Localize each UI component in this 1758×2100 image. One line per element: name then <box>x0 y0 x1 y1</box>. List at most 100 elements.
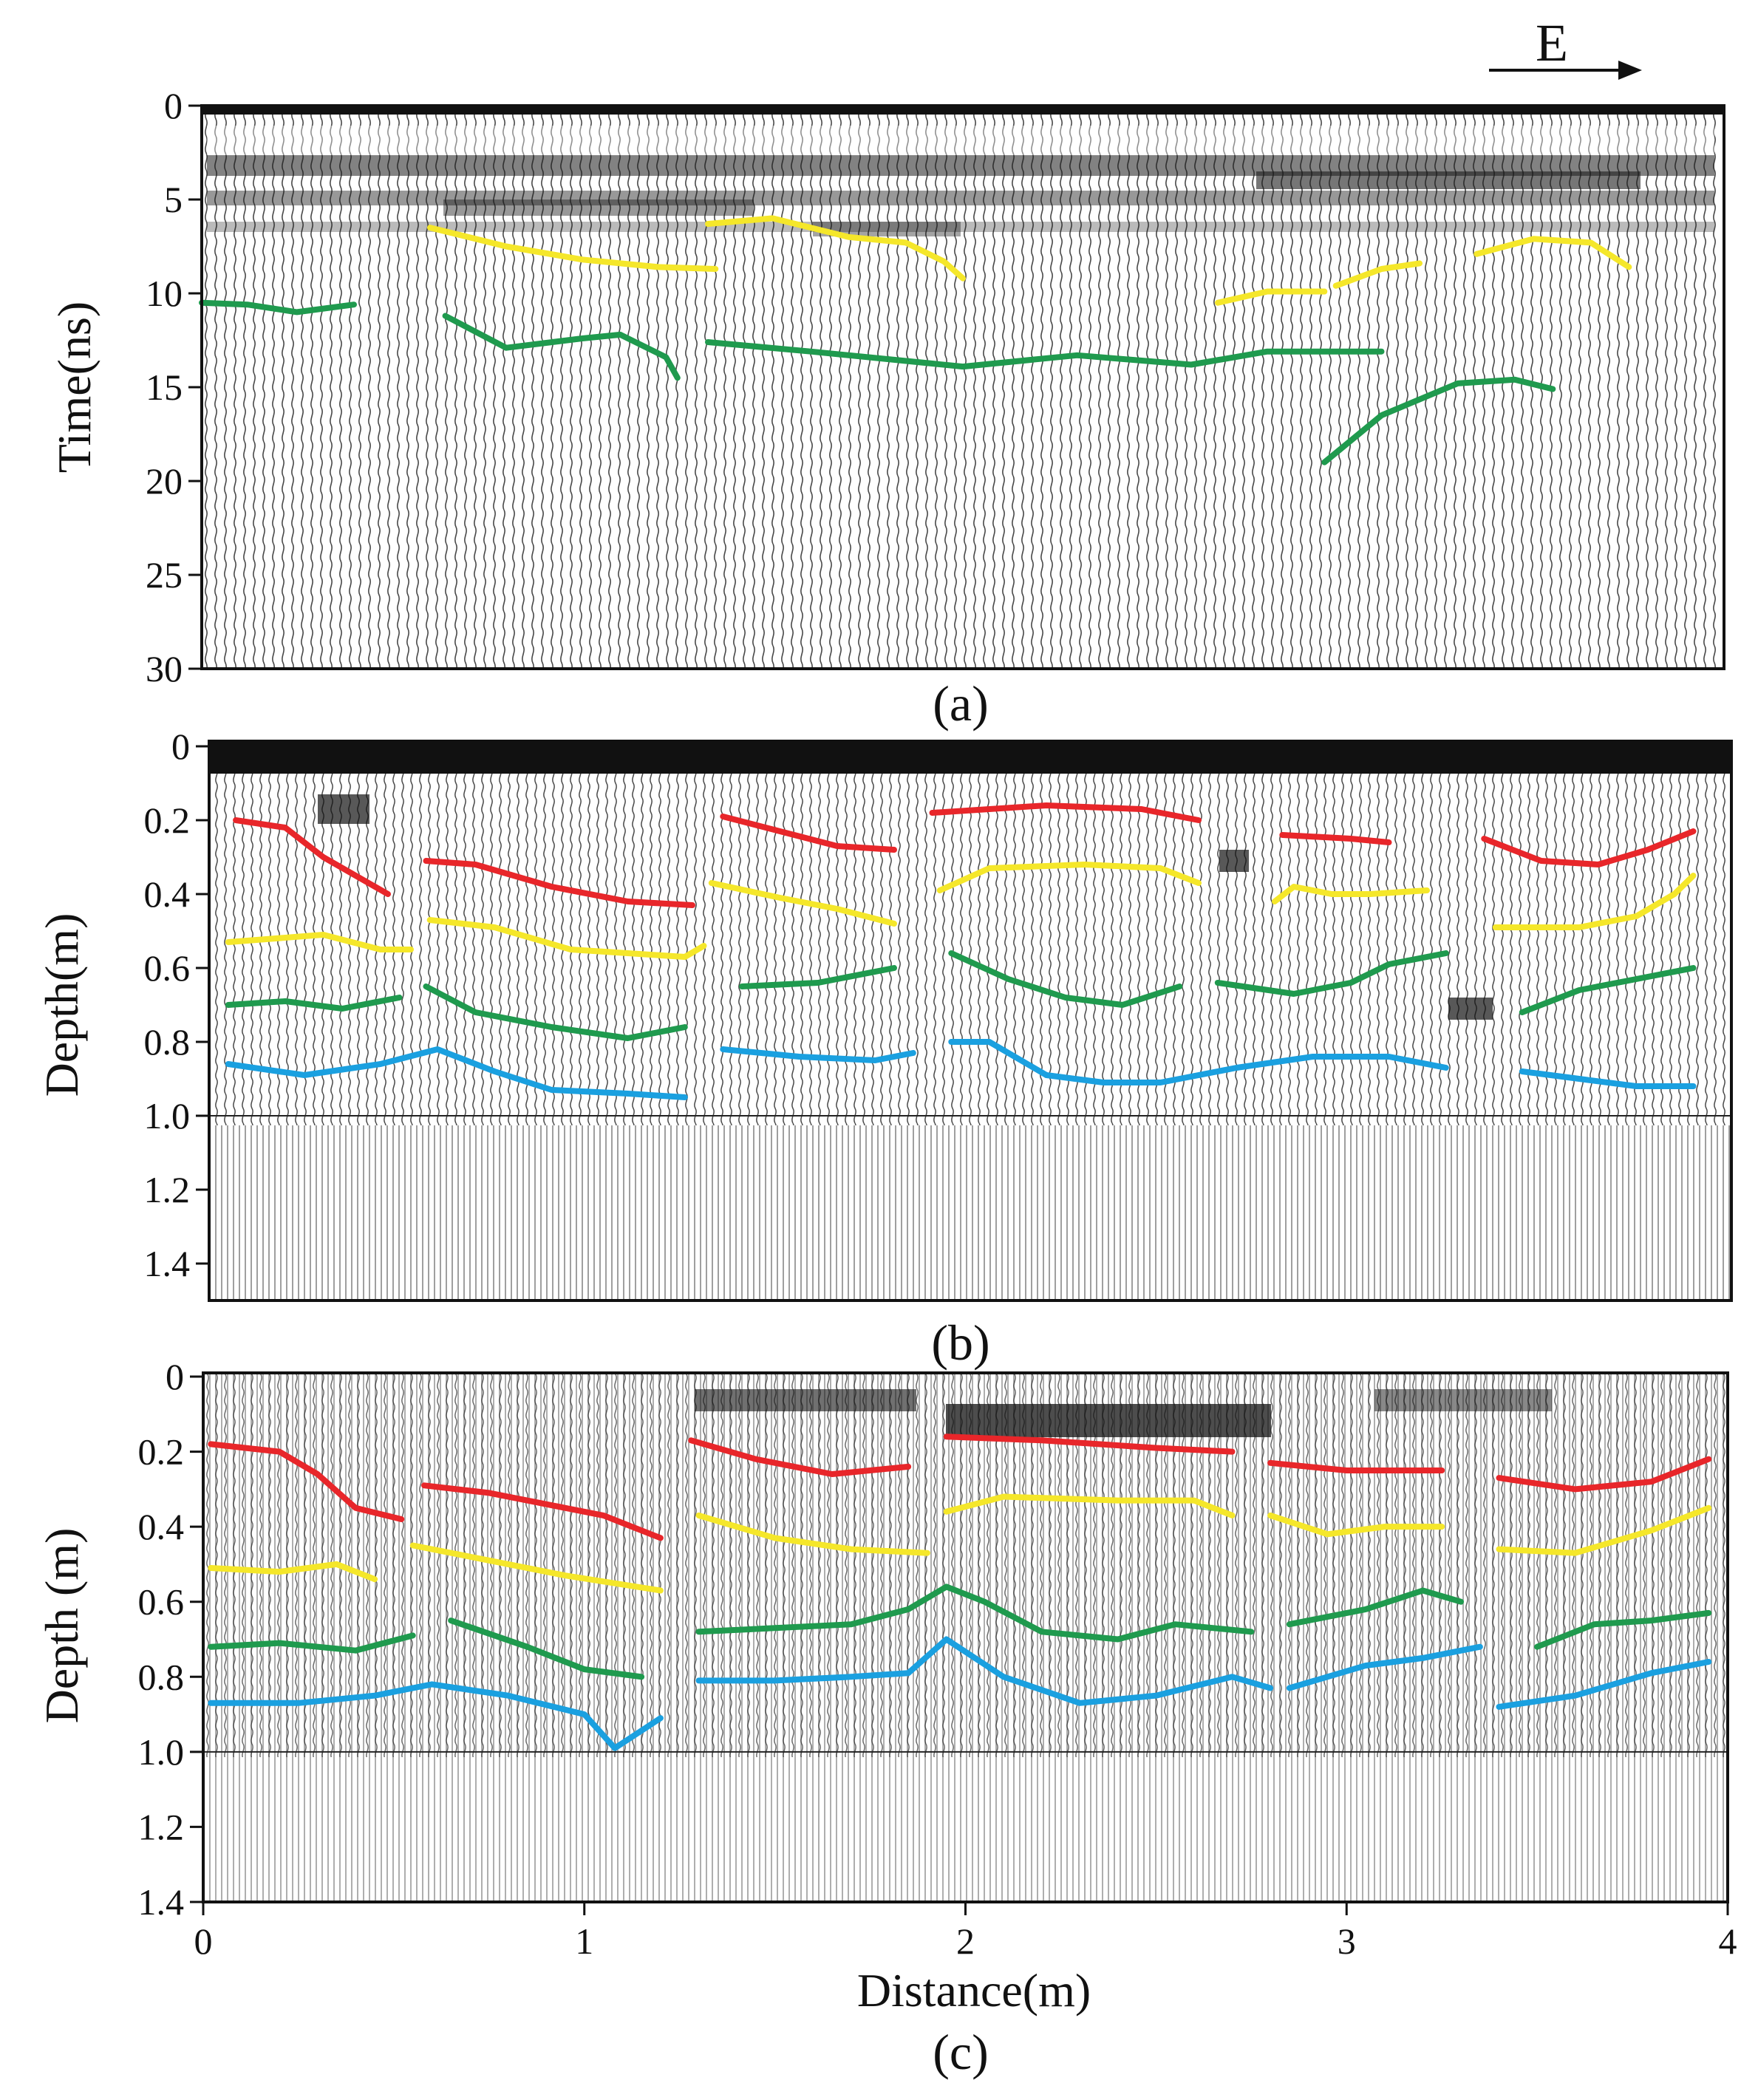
y-tick-label: 0 <box>171 726 190 767</box>
horizon-red-6 <box>1496 1456 1712 1493</box>
x-axis-label: Distance(m) <box>857 1964 1091 2017</box>
panel-c-caption: (c) <box>933 2024 988 2080</box>
horizon-yellow-2 <box>426 917 707 960</box>
horizon-green-3 <box>705 339 1385 370</box>
direction-indicator: E <box>1489 13 1642 80</box>
panel-a: 0 5 10 15 20 25 30 Time(ns) (a) <box>48 85 1725 732</box>
horizon-red-5 <box>1267 1459 1445 1473</box>
horizon-blue-1 <box>208 1681 664 1751</box>
panel-b: 0 0.2 0.4 0.6 0.8 1.0 1.2 1.4 Depth(m) (b) <box>35 726 1733 1371</box>
horizon-red-3 <box>720 814 897 853</box>
y-tick-label: 0.4 <box>144 873 191 915</box>
horizon-green-3 <box>739 965 897 989</box>
y-tick-label: 1.2 <box>138 1806 185 1847</box>
y-tick-label: 0.8 <box>144 1021 191 1063</box>
panel-b-ylabel: Depth(m) <box>35 913 88 1097</box>
direction-arrow-head <box>1618 61 1642 80</box>
horizon-yellow-3 <box>695 1512 930 1556</box>
horizon-green-4 <box>1286 1587 1464 1628</box>
horizon-red-5 <box>1279 832 1392 845</box>
panel-c-axes: 00.20.40.60.81.01.21.40 1 2 3 4 <box>138 1356 1737 1962</box>
horizon-yellow-2 <box>409 1542 664 1594</box>
horizon-yellow-5 <box>1272 884 1430 904</box>
horizon-yellow-1 <box>427 225 719 272</box>
horizon-yellow-5 <box>1473 236 1632 270</box>
x-tick-label: 3 <box>1338 1920 1356 1962</box>
horizon-green-4 <box>1321 376 1556 466</box>
y-tick-label: 1.0 <box>138 1731 185 1773</box>
panel-b-frame <box>208 740 1733 1302</box>
panel-a-frame <box>200 104 1725 670</box>
horizon-green-2 <box>423 983 688 1041</box>
panel-c-ylabel: Depth (m) <box>35 1528 88 1724</box>
horizon-green-1 <box>208 1632 416 1654</box>
horizon-yellow-2 <box>705 215 966 282</box>
y-tick-label: 0 <box>164 85 183 126</box>
horizon-yellow-3 <box>708 880 897 927</box>
panel-b-background <box>209 741 1731 1300</box>
horizon-blue-4 <box>1519 1068 1697 1089</box>
y-tick-label: 0.2 <box>138 1431 185 1473</box>
y-tick-label: 0.2 <box>144 800 191 841</box>
x-tick-label: 1 <box>575 1920 593 1962</box>
y-tick-label: 1.2 <box>144 1169 191 1210</box>
horizon-blue-4 <box>1496 1659 1712 1710</box>
x-tick-label: 2 <box>956 1920 975 1962</box>
horizon-red-6 <box>1481 828 1697 867</box>
panel-c-background <box>203 1373 1728 1902</box>
horizon-yellow-1 <box>225 932 414 952</box>
y-tick-label: 25 <box>146 554 183 596</box>
horizon-green-3 <box>695 1583 1255 1643</box>
horizon-yellow-5 <box>1267 1512 1445 1538</box>
x-tick-label: 0 <box>194 1920 213 1962</box>
horizon-red-4 <box>929 802 1202 823</box>
panel-b-horizons <box>209 802 1731 1117</box>
panel-b-y-axis: 0 0.2 0.4 0.6 0.8 1.0 1.2 1.4 <box>144 726 209 1284</box>
panel-a-ylabel: Time(ns) <box>48 301 100 473</box>
horizon-yellow-4 <box>943 1493 1236 1518</box>
panel-a-horizons <box>199 215 1632 466</box>
horizon-green-4 <box>948 950 1183 1008</box>
y-tick-label: 0.4 <box>138 1506 185 1547</box>
horizon-red-1 <box>208 1441 405 1522</box>
horizon-green-2 <box>442 313 681 381</box>
y-tick-label: 0 <box>166 1356 184 1397</box>
y-tick-label: 1.4 <box>138 1881 185 1923</box>
panel-b-caption: (b) <box>931 1315 989 1371</box>
horizon-blue-2 <box>695 1636 1274 1706</box>
horizon-yellow-4 <box>936 862 1202 893</box>
horizon-red-3 <box>688 1437 912 1477</box>
horizon-green-5 <box>1534 1609 1712 1650</box>
direction-label: E <box>1536 13 1568 72</box>
horizon-yellow-1 <box>208 1561 378 1583</box>
y-tick-label: 30 <box>146 648 183 689</box>
panel-a-y-axis: 0 5 10 15 20 25 30 <box>146 85 202 689</box>
horizon-yellow-6 <box>1496 1504 1712 1556</box>
y-tick-label: 20 <box>146 460 183 502</box>
horizon-blue-1 <box>225 1046 688 1100</box>
y-tick-label: 0.6 <box>138 1581 185 1623</box>
horizon-green-6 <box>1519 965 1697 1015</box>
panel-c-horizons <box>203 1433 1728 1753</box>
horizon-green-2 <box>448 1617 645 1680</box>
y-tick-label: 15 <box>146 367 183 408</box>
panel-a-caption: (a) <box>933 675 988 732</box>
y-tick-label: 0.8 <box>138 1656 185 1697</box>
y-tick-label: 1.0 <box>144 1095 191 1136</box>
horizon-blue-2 <box>720 1046 916 1063</box>
horizon-yellow-6 <box>1492 873 1697 930</box>
y-tick-label: 1.4 <box>144 1243 191 1284</box>
horizon-green-1 <box>225 995 403 1012</box>
panel-c: 00.20.40.60.81.01.21.40 1 2 3 4 Depth (m) Di… <box>35 1356 1737 2080</box>
horizon-yellow-3 <box>1215 288 1328 306</box>
horizon-red-1 <box>233 817 391 897</box>
panel-a-background <box>202 106 1724 669</box>
y-tick-label: 10 <box>146 273 183 314</box>
y-tick-label: 0.6 <box>144 947 191 989</box>
horizon-red-2 <box>423 858 695 908</box>
horizon-yellow-4 <box>1332 260 1423 289</box>
horizon-green-5 <box>1214 950 1449 997</box>
horizon-red-2 <box>421 1482 664 1541</box>
y-tick-label: 5 <box>164 179 183 220</box>
